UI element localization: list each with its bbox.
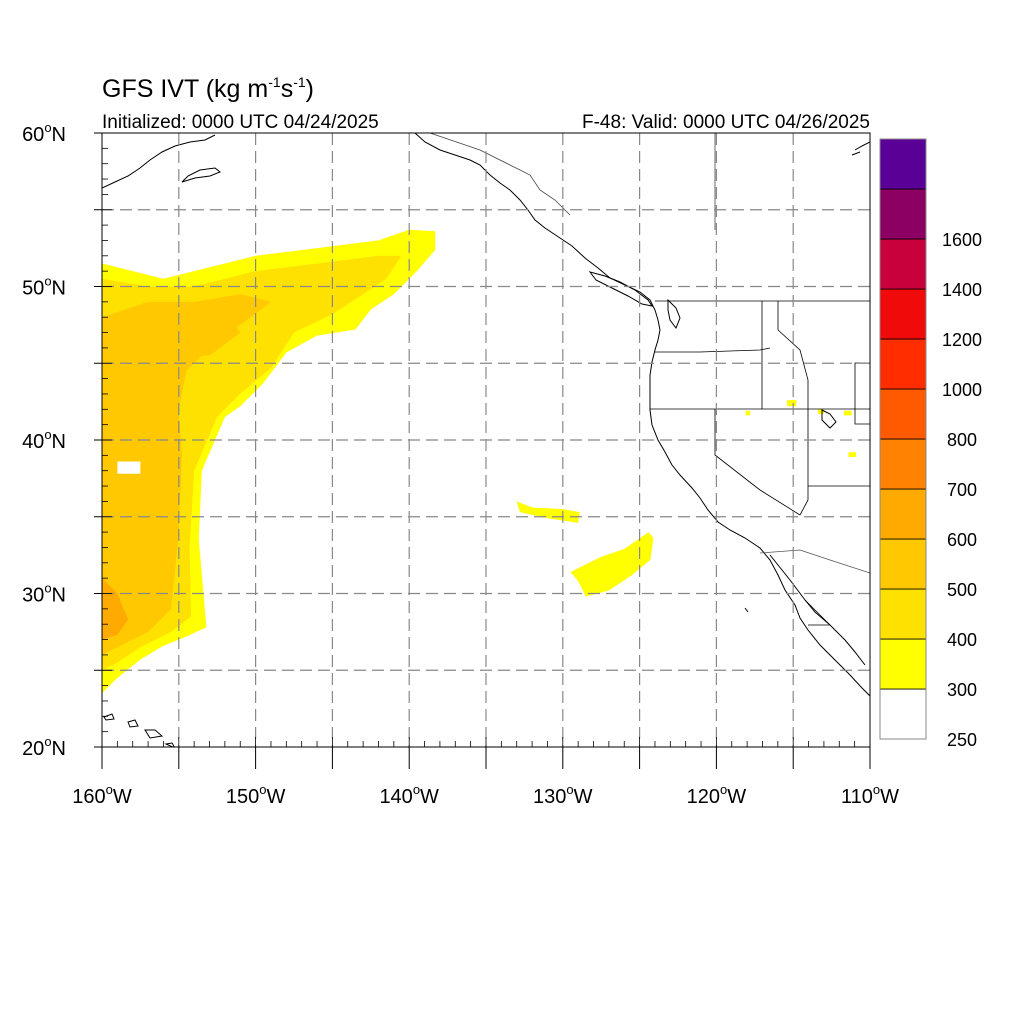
ivt-fill-layer bbox=[102, 229, 857, 694]
border-alaska-canada bbox=[429, 133, 716, 230]
colorbar-label: 700 bbox=[947, 480, 977, 500]
colorbar-swatch bbox=[879, 188, 927, 240]
border-us-mexico bbox=[759, 549, 870, 574]
colorbar-label: 1600 bbox=[942, 230, 982, 250]
coastline-hawaii bbox=[103, 713, 175, 747]
map-area bbox=[102, 133, 870, 747]
ivt-region-north-core-500 bbox=[148, 309, 241, 356]
lon-label: 120oW bbox=[687, 782, 747, 808]
lon-label: 150oW bbox=[226, 782, 286, 808]
colorbar-swatch bbox=[879, 488, 927, 540]
init-time-label: Initialized: 0000 UTC 04/24/2025 bbox=[102, 112, 379, 133]
border-idaho bbox=[761, 301, 809, 409]
ivt-region-mid-streak bbox=[516, 501, 580, 523]
colorbar-swatch bbox=[879, 238, 927, 290]
colorbar-swatch bbox=[879, 588, 927, 640]
coastline-north-america bbox=[414, 133, 870, 697]
border-ca-nv bbox=[714, 409, 801, 516]
coastline-vancouver-island bbox=[588, 271, 654, 307]
colorbar: 250 300 400 500 600 700 800 1000 1200 1400 1600 bbox=[879, 138, 982, 750]
coastline-puget-sound bbox=[667, 298, 681, 330]
axis-labels: 160oW 150oW 140oW 130oW 120oW 110oW 20oN 30oN 40… bbox=[22, 120, 899, 808]
ivt-region-hole bbox=[117, 461, 141, 474]
coastline-baja bbox=[769, 554, 866, 666]
colorbar-label: 400 bbox=[947, 630, 977, 650]
ivt-region-inland-spot-1 bbox=[745, 410, 751, 416]
coastline-alaska bbox=[102, 134, 216, 189]
lon-label: 160oW bbox=[72, 782, 132, 808]
ivt-region-inland-spot-4 bbox=[843, 410, 852, 416]
colorbar-swatch bbox=[879, 538, 927, 590]
lon-label: 140oW bbox=[379, 782, 439, 808]
colorbar-label: 300 bbox=[947, 680, 977, 700]
colorbar-label: 500 bbox=[947, 580, 977, 600]
coastline-layer bbox=[102, 133, 870, 747]
ivt-region-main-plume-500 bbox=[102, 294, 271, 655]
colorbar-label: 1000 bbox=[942, 380, 982, 400]
ivt-region-inland-spot-5 bbox=[848, 452, 857, 457]
lat-label: 50oN bbox=[22, 274, 66, 300]
lat-label: 60oN bbox=[22, 120, 66, 146]
lat-label: 20oN bbox=[22, 734, 66, 760]
colorbar-swatch bbox=[879, 288, 927, 340]
ivt-region-inland-spot-2 bbox=[787, 400, 797, 407]
border-mexico-states bbox=[804, 599, 831, 626]
colorbar-label: 250 bbox=[947, 730, 977, 750]
colorbar-label: 1200 bbox=[942, 330, 982, 350]
colorbar-swatch bbox=[879, 138, 927, 190]
colorbar-swatch bbox=[879, 438, 927, 490]
coastline-kodiak bbox=[181, 167, 221, 183]
colorbar-label: 600 bbox=[947, 530, 977, 550]
lon-label: 130oW bbox=[533, 782, 593, 808]
colorbar-swatch bbox=[879, 688, 927, 740]
colorbar-swatch bbox=[879, 388, 927, 440]
graticule bbox=[102, 133, 870, 747]
colorbar-swatch bbox=[879, 638, 927, 690]
coastline-great-salt-lake bbox=[821, 409, 837, 429]
border-nv-ut bbox=[799, 409, 809, 516]
map-title: GFS IVT (kg m-1s-1) bbox=[102, 74, 314, 103]
colorbar-swatch bbox=[879, 338, 927, 390]
valid-time-label: F-48: Valid: 0000 UTC 04/26/2025 bbox=[582, 112, 870, 133]
colorbar-label: 800 bbox=[947, 430, 977, 450]
lat-label: 30oN bbox=[22, 581, 66, 607]
coastline-islands bbox=[744, 141, 870, 613]
colorbar-frame bbox=[879, 138, 927, 740]
axis-ticks bbox=[94, 132, 871, 769]
border-wa-or bbox=[655, 347, 771, 353]
lat-label: 40oN bbox=[22, 427, 66, 453]
ivt-region-south-blob bbox=[570, 532, 654, 597]
colorbar-label: 1400 bbox=[942, 280, 982, 300]
lon-label: 110oW bbox=[841, 782, 899, 808]
